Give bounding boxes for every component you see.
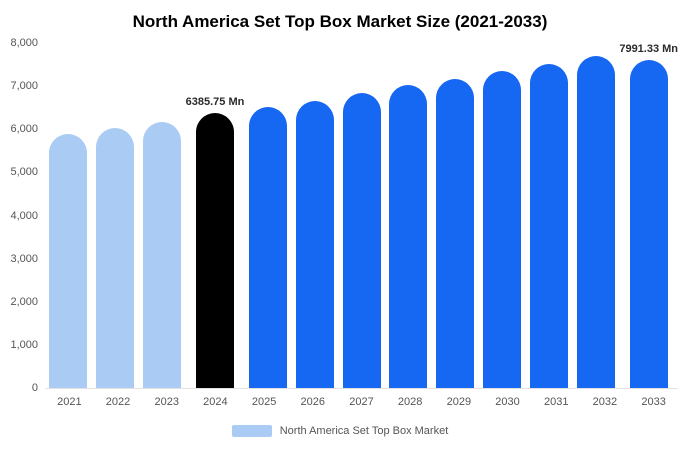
bar-column [526,43,573,388]
bar-column [479,43,526,388]
x-tick-label: 2022 [105,396,131,408]
bar-2032[interactable] [576,55,615,388]
y-tick-label: 8,000 [10,37,38,49]
y-tick-label: 3,000 [10,252,38,265]
y-tick-label: 7,000 [10,80,38,93]
bar-2025[interactable] [248,106,287,388]
legend-swatch [231,425,272,437]
bar-column [92,43,139,388]
data-label: 6385.75 Mn [185,95,245,108]
x-tick-label: 2023 [154,396,179,408]
bar-column [139,43,186,388]
y-tick-label: 6,000 [10,123,38,136]
chart-title: North America Set Top Box Market Size (2… [132,12,548,31]
bar-column [338,43,385,388]
x-axis: 2021 2022 2023 2024 2025 2026 2027 2028 2029 2030… [45,396,678,408]
x-tick-label: 2033 [641,396,666,408]
bar-2033[interactable] [629,60,668,388]
bar-2022[interactable] [96,128,135,388]
plot-area: 6385.75 Mn 7991.33 Mn [45,43,678,389]
bar-column [244,43,291,388]
legend-label: North America Set Top Box Market [279,425,449,437]
x-tick-label: 2030 [495,396,520,408]
bar-column [432,43,479,388]
x-tick-label: 2028 [397,396,423,408]
bar-2021[interactable] [49,134,88,388]
data-label: 7991.33 Mn [619,43,679,55]
x-tick-label: 2025 [251,396,277,408]
x-tick-label: 2032 [592,396,618,408]
bar-column [45,43,92,388]
y-tick-label: 4,000 [10,209,38,222]
x-tick-label: 2021 [57,396,82,408]
bar-column [385,43,432,388]
legend[interactable]: North America Set Top Box Market [0,425,680,437]
y-tick-label: 1,000 [10,338,38,351]
y-tick-label: 0 [31,382,38,394]
y-tick-label: 5,000 [10,166,38,179]
x-tick-label: 2027 [349,396,374,408]
x-tick-label: 2029 [446,396,472,408]
bar-2030[interactable] [483,71,522,388]
bar-2028[interactable] [389,85,428,388]
bar-2024[interactable] [195,112,234,388]
bar-2029[interactable] [436,78,475,388]
x-tick-label: 2024 [203,396,228,408]
bar-2026[interactable] [295,100,334,388]
bar-column: 6385.75 Mn [185,43,245,388]
bar-2023[interactable] [143,121,182,388]
x-tick-label: 2026 [300,396,326,408]
bar-column: 7991.33 Mn [619,43,678,388]
bar-2027[interactable] [342,93,381,388]
x-tick-label: 2031 [543,396,569,408]
y-tick-label: 2,000 [10,295,38,308]
bar-column [291,43,338,388]
bar-2031[interactable] [530,63,569,388]
bar-column [572,43,619,388]
y-axis: 0 1,000 2,000 3,000 4,000 5,000 6,000 7,000 8,00… [0,37,42,394]
